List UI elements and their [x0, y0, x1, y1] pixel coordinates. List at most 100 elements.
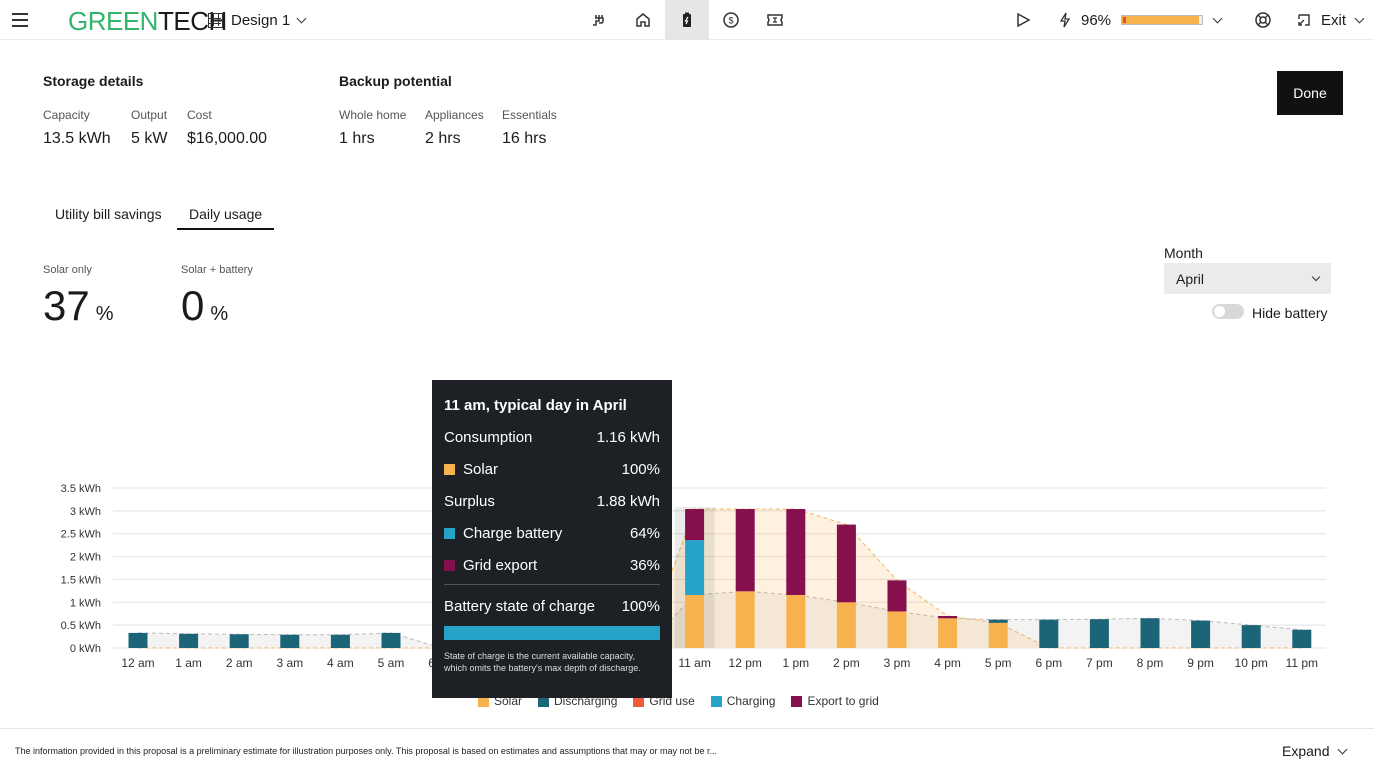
essentials-label: Essentials	[502, 108, 557, 122]
x-tick-label: 6 pm	[1035, 656, 1062, 670]
legend-item: Charging	[710, 694, 776, 708]
x-tick-label: 5 pm	[985, 656, 1012, 670]
bar-solar	[735, 591, 755, 648]
bar-export-to-grid	[887, 580, 907, 612]
tooltip-charge-label: Charge battery	[463, 525, 563, 542]
daily-usage-chart: 0 kWh 0.5 kWh 1 kWh 1.5 kWh 2 kWh 2.5 kWh 3 kW…	[61, 483, 1326, 670]
main-nav: $	[577, 0, 797, 40]
cost-label: Cost	[187, 108, 212, 122]
bar-export-to-grid	[735, 509, 755, 592]
nav-dollar-icon[interactable]: $	[709, 0, 753, 40]
tooltip-solar-label: Solar	[463, 461, 499, 478]
x-tick-label: 3 am	[276, 656, 303, 670]
tooltip-export-label: Grid export	[463, 557, 538, 574]
bar-export-to-grid	[685, 509, 705, 541]
lightning-icon	[1059, 12, 1071, 28]
solar-only-stat: 37%	[43, 282, 114, 330]
bar-discharging	[229, 634, 249, 648]
production-line	[138, 508, 1302, 649]
consumption-line	[137, 590, 1302, 649]
bar-discharging	[1140, 618, 1160, 648]
design-selector[interactable]: Design 1	[208, 12, 307, 29]
cost-value: $16,000.00	[187, 130, 268, 147]
nav-ticket-icon[interactable]	[753, 0, 797, 40]
tooltip-export-value: 36%	[629, 557, 660, 574]
x-tick-label: 12 pm	[729, 656, 762, 670]
bar-discharging	[381, 632, 401, 648]
bar-discharging	[179, 633, 199, 648]
x-tick-label: 9 pm	[1187, 656, 1214, 670]
y-tick-label: 1 kWh	[70, 597, 101, 609]
bar-export-to-grid	[836, 524, 856, 603]
essentials-value: 16 hrs	[502, 130, 547, 147]
bar-charging	[685, 540, 705, 595]
bar-discharging	[1292, 629, 1312, 648]
battery-status[interactable]: 96%	[1058, 0, 1204, 40]
svg-text:$: $	[728, 16, 733, 26]
chevron-down-icon	[1338, 744, 1348, 754]
top-bar: GREENTECH Design 1 $ 96% Exit	[0, 0, 1374, 40]
chevron-down-icon	[1212, 13, 1223, 23]
chevron-down-icon	[1354, 13, 1365, 23]
present-button[interactable]	[1015, 0, 1031, 40]
tooltip-export-row: Grid export 36%	[444, 557, 660, 574]
exit-label: Exit	[1321, 11, 1347, 29]
tooltip-surplus-label: Surplus	[444, 493, 495, 510]
help-button[interactable]	[1254, 0, 1272, 40]
output-label: Output	[131, 108, 168, 122]
backup-potential-title: Backup potential	[339, 73, 452, 89]
exit-icon	[1298, 14, 1310, 26]
tooltip-consumption-value: 1.16 kWh	[596, 429, 660, 446]
x-tick-label: 12 am	[121, 656, 154, 670]
logo: GREENTECH	[68, 6, 227, 37]
nav-plug-icon[interactable]	[577, 0, 621, 40]
tooltip-charge-row: Charge battery 64%	[444, 525, 660, 542]
menu-icon[interactable]	[12, 13, 28, 27]
whole-home-value: 1 hrs	[339, 130, 375, 147]
done-button[interactable]: Done	[1277, 71, 1343, 115]
legend-swatch	[710, 695, 722, 707]
legend-label: Charging	[726, 694, 776, 708]
output-value: 5 kW	[131, 130, 168, 147]
tooltip-surplus-value: 1.88 kWh	[596, 493, 660, 510]
nav-battery-icon[interactable]	[665, 0, 709, 40]
tab-utility-bill-savings[interactable]: Utility bill savings	[55, 206, 162, 222]
tooltip-soc-value: 100%	[621, 598, 660, 615]
charging-swatch	[444, 528, 455, 539]
legend-swatch	[633, 695, 645, 707]
month-select[interactable]: April	[1164, 263, 1331, 294]
x-tick-label: 8 pm	[1137, 656, 1164, 670]
x-tick-label: 3 pm	[884, 656, 911, 670]
logo-green-text: GREEN	[68, 6, 158, 36]
expand-button[interactable]: Expand	[1282, 743, 1348, 759]
storage-details-title: Storage details	[43, 73, 144, 89]
solar-only-value: 37	[43, 282, 90, 329]
month-label: Month	[1164, 245, 1203, 261]
bar-export-to-grid	[786, 509, 806, 595]
chevron-down-icon	[1311, 272, 1321, 281]
x-tick-label: 11 pm	[1286, 656, 1318, 670]
tooltip-note: State of charge is the current available…	[444, 651, 641, 673]
bar-discharging	[1039, 619, 1059, 648]
capacity-value: 13.5 kWh	[43, 130, 111, 147]
tooltip-solar-value: 100%	[621, 461, 660, 478]
x-tick-label: 7 pm	[1086, 656, 1113, 670]
play-icon	[1017, 12, 1031, 28]
nav-home-icon[interactable]	[621, 0, 665, 40]
y-tick-label: 0.5 kWh	[61, 620, 101, 632]
hide-battery-toggle[interactable]	[1212, 304, 1244, 319]
solar-battery-value: 0	[181, 282, 205, 329]
tooltip-consumption-label: Consumption	[444, 429, 533, 446]
battery-percent: 96%	[1081, 11, 1112, 29]
bar-discharging	[988, 619, 1008, 623]
legend-swatch	[791, 695, 803, 707]
bar-solar	[887, 611, 907, 648]
x-tick-label: 10 pm	[1235, 656, 1268, 670]
battery-dropdown[interactable]	[1212, 0, 1223, 40]
exit-button[interactable]: Exit	[1296, 0, 1365, 40]
tab-daily-usage[interactable]: Daily usage	[177, 200, 275, 230]
chart-tooltip: 11 am, typical day in April Consumption …	[432, 380, 672, 698]
lifebuoy-icon	[1255, 12, 1271, 28]
logo-dark-text: TECH	[157, 6, 227, 36]
tooltip-soc-bar	[444, 626, 660, 640]
